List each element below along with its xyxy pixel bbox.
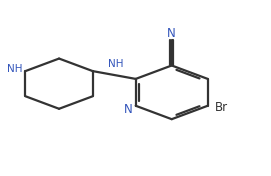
Text: N: N [167, 27, 176, 40]
Text: Br: Br [215, 101, 228, 114]
Text: N: N [124, 103, 133, 116]
Text: NH: NH [7, 64, 23, 74]
Text: NH: NH [108, 59, 123, 69]
